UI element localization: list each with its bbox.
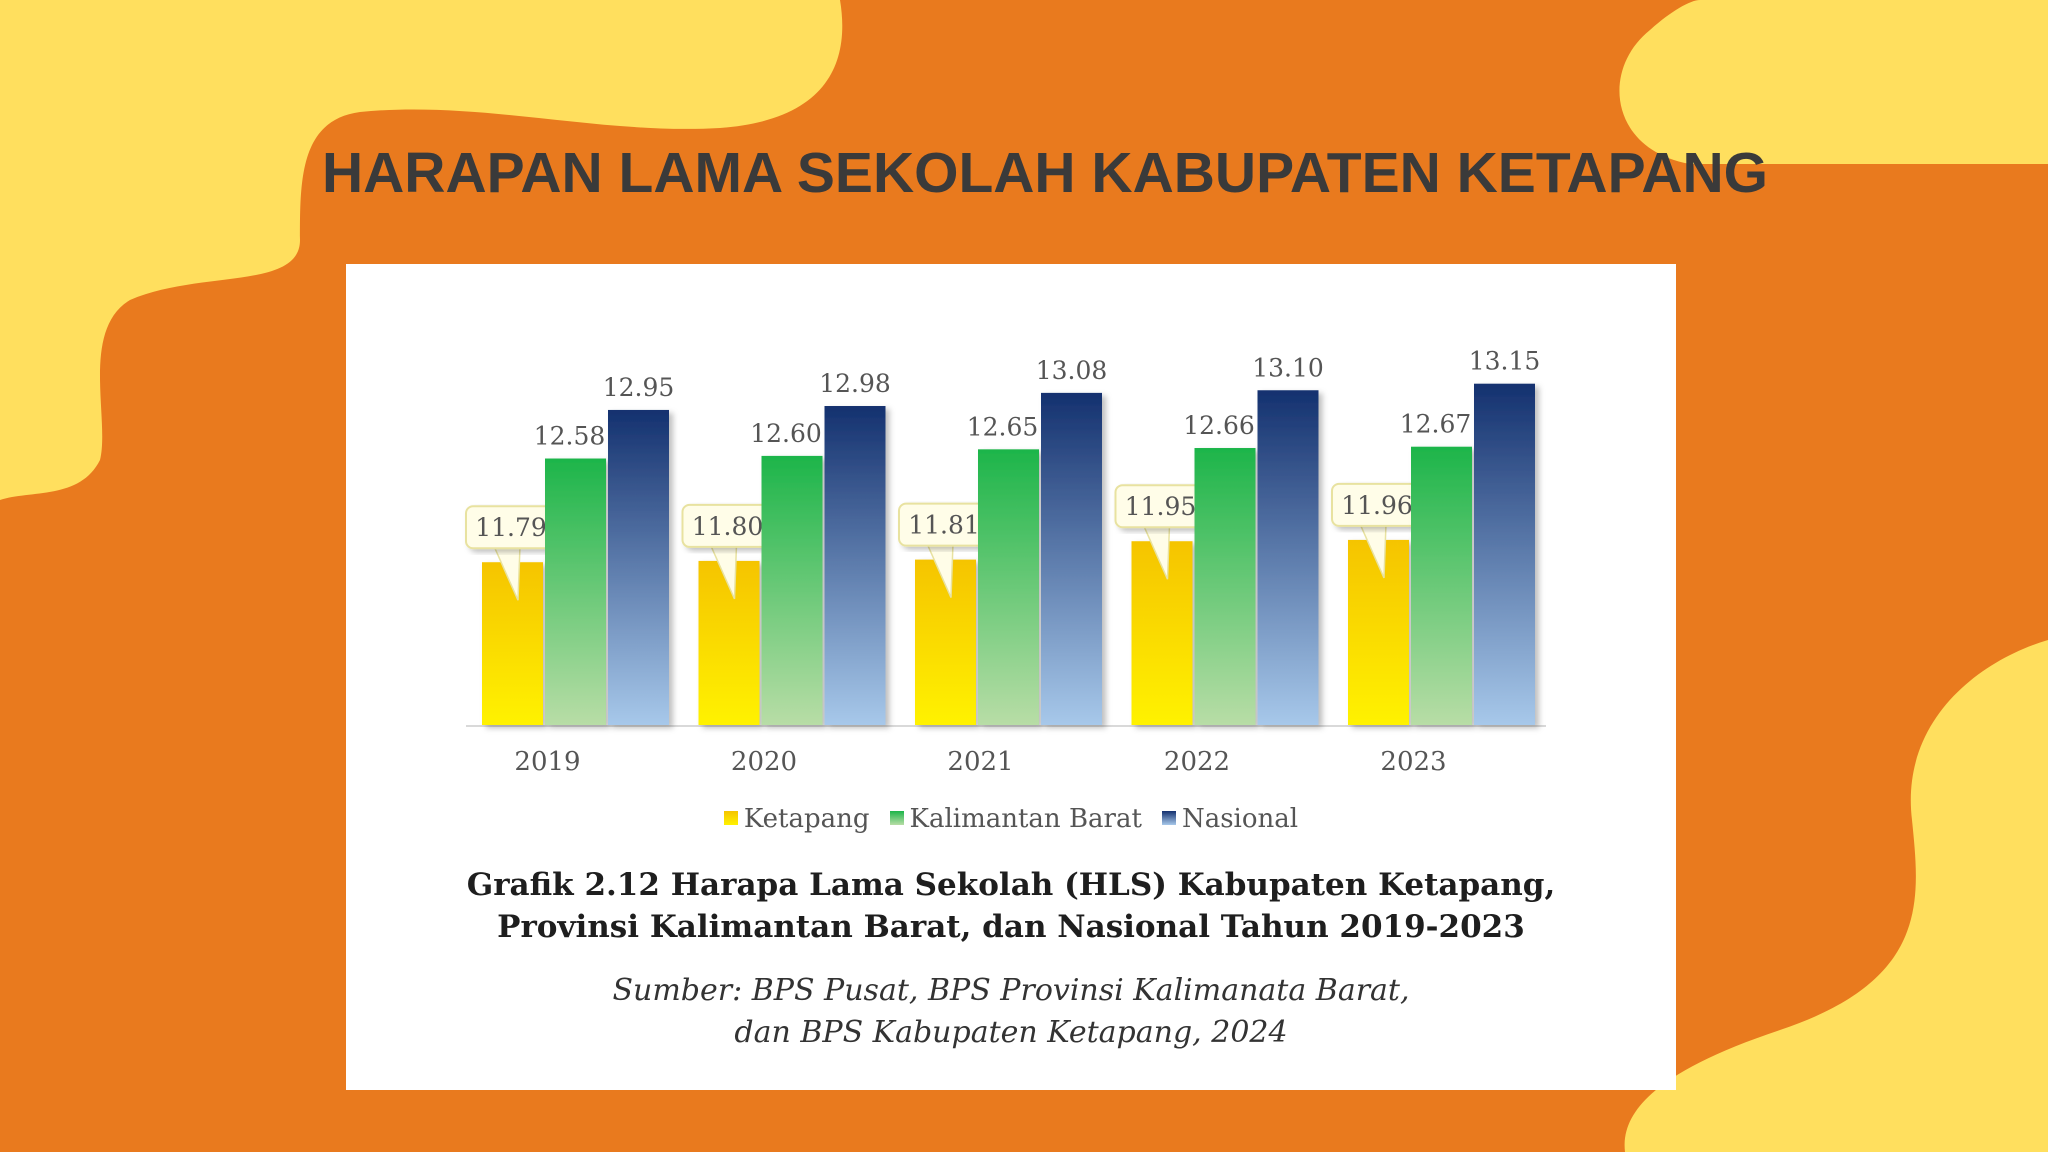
data-label: 11.79 (475, 513, 547, 542)
bar-nasional-2020 (824, 406, 886, 725)
source-line: Sumber: BPS Pusat, BPS Provinsi Kalimana… (612, 973, 1410, 1008)
bar-nasional-2019 (608, 409, 669, 725)
bar-ketapang-2021 (915, 559, 976, 725)
bar-kalimantan-barat-2023 (1411, 446, 1472, 725)
bar-kalimantan-barat-2020 (761, 455, 823, 725)
legend-item: Nasional (1161, 804, 1299, 834)
source-line: dan BPS Kabupaten Ketapang, 2024 (734, 1015, 1288, 1050)
bar-chart: 11.79 12.58 12.95 2019 11.80 12.60 12.98 2020 11… (465, 347, 1546, 777)
bar-nasional-2021 (1041, 392, 1102, 725)
x-tick-label: 2021 (947, 747, 1013, 777)
x-tick-label: 2022 (1164, 747, 1230, 777)
legend-item: Ketapang (723, 804, 870, 834)
bar-nasional-2022 (1257, 390, 1319, 725)
data-label: 11.96 (1341, 491, 1413, 520)
figure-source: Sumber: BPS Pusat, BPS Provinsi Kalimana… (346, 970, 1676, 1054)
legend: Ketapang Kalimantan Barat Nasional (346, 804, 1676, 834)
yellow-blob-bottom-right (1624, 640, 2048, 1152)
plot-area: 11.79 12.58 12.95 2019 11.80 12.60 12.98 2020 11… (465, 347, 1546, 777)
slide-title: HARAPAN LAMA SEKOLAH KABUPATEN KETAPANG (321, 141, 1769, 205)
data-label: 12.66 (1183, 411, 1255, 440)
legend-label: Ketapang (743, 804, 870, 834)
bar-kalimantan-barat-2022 (1194, 448, 1256, 725)
data-label: 12.67 (1400, 410, 1472, 439)
x-tick-label: 2023 (1380, 747, 1446, 777)
data-callout: 11.79 (465, 505, 557, 601)
caption-line: Provinsi Kalimantan Barat, dan Nasional … (497, 909, 1525, 945)
data-callout: 11.81 (898, 502, 990, 598)
legend-label: Nasional (1181, 804, 1299, 834)
yellow-blob-top-right (1619, 0, 2048, 164)
bar-ketapang-2023 (1348, 539, 1409, 725)
data-label: 13.15 (1469, 347, 1541, 376)
bar-ketapang-2022 (1131, 541, 1193, 725)
x-tick-label: 2019 (514, 747, 580, 777)
data-label: 13.08 (1036, 356, 1108, 385)
caption-line: Grafik 2.12 Harapa Lama Sekolah (HLS) Ka… (466, 867, 1556, 903)
data-callout: 11.95 (1114, 484, 1207, 580)
bar-nasional-2023 (1474, 383, 1535, 725)
legend-item: Kalimantan Barat (889, 804, 1142, 834)
yellow-blob-top-left (0, 0, 843, 500)
legend-swatch (889, 811, 904, 825)
data-label: 12.65 (967, 412, 1039, 441)
figure-panel: 11.79 12.58 12.95 2019 11.80 12.60 12.98 2020 11… (346, 264, 1676, 1090)
data-label: 12.95 (603, 373, 675, 402)
data-label: 12.58 (534, 422, 606, 451)
data-callout: 11.96 (1331, 482, 1423, 579)
figure-caption: Grafik 2.12 Harapa Lama Sekolah (HLS) Ka… (346, 864, 1676, 948)
legend-swatch (723, 811, 738, 825)
data-label: 11.95 (1125, 492, 1197, 521)
data-label: 12.60 (750, 419, 822, 448)
legend-swatch (1161, 811, 1176, 825)
bar-kalimantan-barat-2019 (545, 458, 606, 725)
data-label: 12.98 (819, 369, 891, 398)
legend-label: Kalimantan Barat (909, 804, 1142, 834)
data-label: 11.80 (692, 512, 764, 541)
data-label: 13.10 (1252, 353, 1324, 382)
x-tick-label: 2020 (731, 747, 797, 777)
bar-kalimantan-barat-2021 (978, 449, 1039, 725)
data-label: 11.81 (908, 511, 980, 540)
